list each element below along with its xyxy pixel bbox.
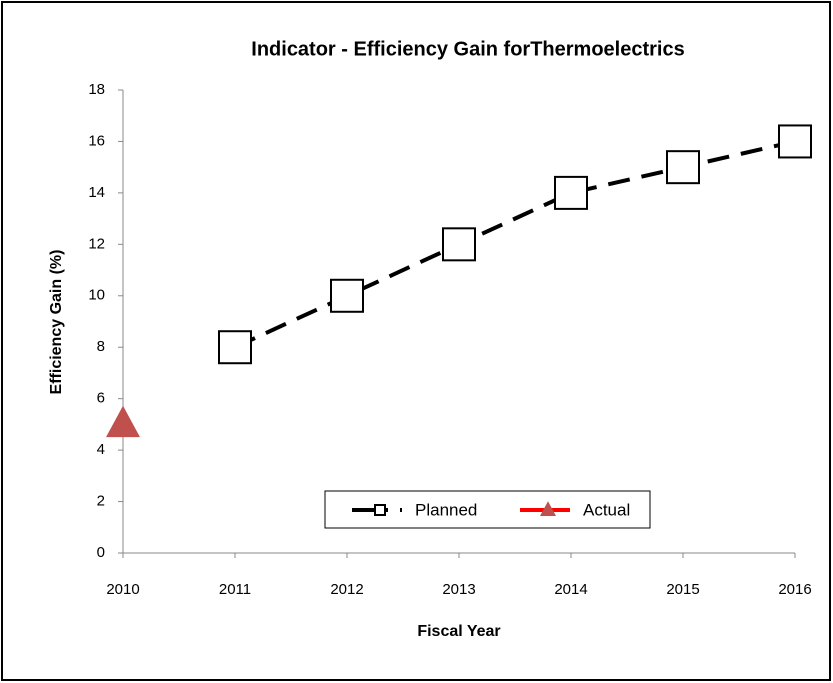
y-tick-label: 10 — [88, 287, 105, 304]
y-axis-label: Efficiency Gain (%) — [48, 250, 65, 395]
marker — [540, 501, 556, 516]
chart-title: Indicator - Efficiency Gain forThermoele… — [251, 38, 684, 60]
y-tick-label: 16 — [88, 132, 105, 149]
x-tick-label: 2010 — [106, 581, 139, 598]
marker — [374, 504, 386, 516]
x-tick-label: 2014 — [554, 581, 587, 598]
y-tick-label: 6 — [97, 390, 105, 407]
y-tick-label: 18 — [88, 81, 105, 98]
y-tick-label: 14 — [88, 184, 105, 201]
marker — [666, 150, 700, 185]
legend-label: Planned — [415, 500, 477, 519]
marker — [218, 330, 252, 365]
marker — [106, 405, 140, 438]
y-tick-label: 0 — [97, 544, 105, 561]
y-tick-label: 4 — [97, 441, 105, 458]
x-tick-label: 2015 — [666, 581, 699, 598]
series-line — [234, 139, 796, 350]
x-tick-label: 2011 — [219, 581, 251, 598]
x-tick-label: 2013 — [442, 581, 475, 598]
y-tick-label: 2 — [97, 493, 105, 510]
marker — [778, 124, 812, 159]
x-tick-label: 2012 — [330, 581, 363, 598]
y-tick-label: 12 — [88, 235, 105, 252]
marker — [554, 175, 588, 210]
marker — [330, 278, 364, 313]
legend-label: Actual — [583, 500, 630, 519]
x-axis-label: Fiscal Year — [417, 623, 500, 640]
y-tick-label: 8 — [97, 338, 105, 355]
x-tick-label: 2016 — [778, 581, 811, 598]
marker — [442, 227, 476, 262]
